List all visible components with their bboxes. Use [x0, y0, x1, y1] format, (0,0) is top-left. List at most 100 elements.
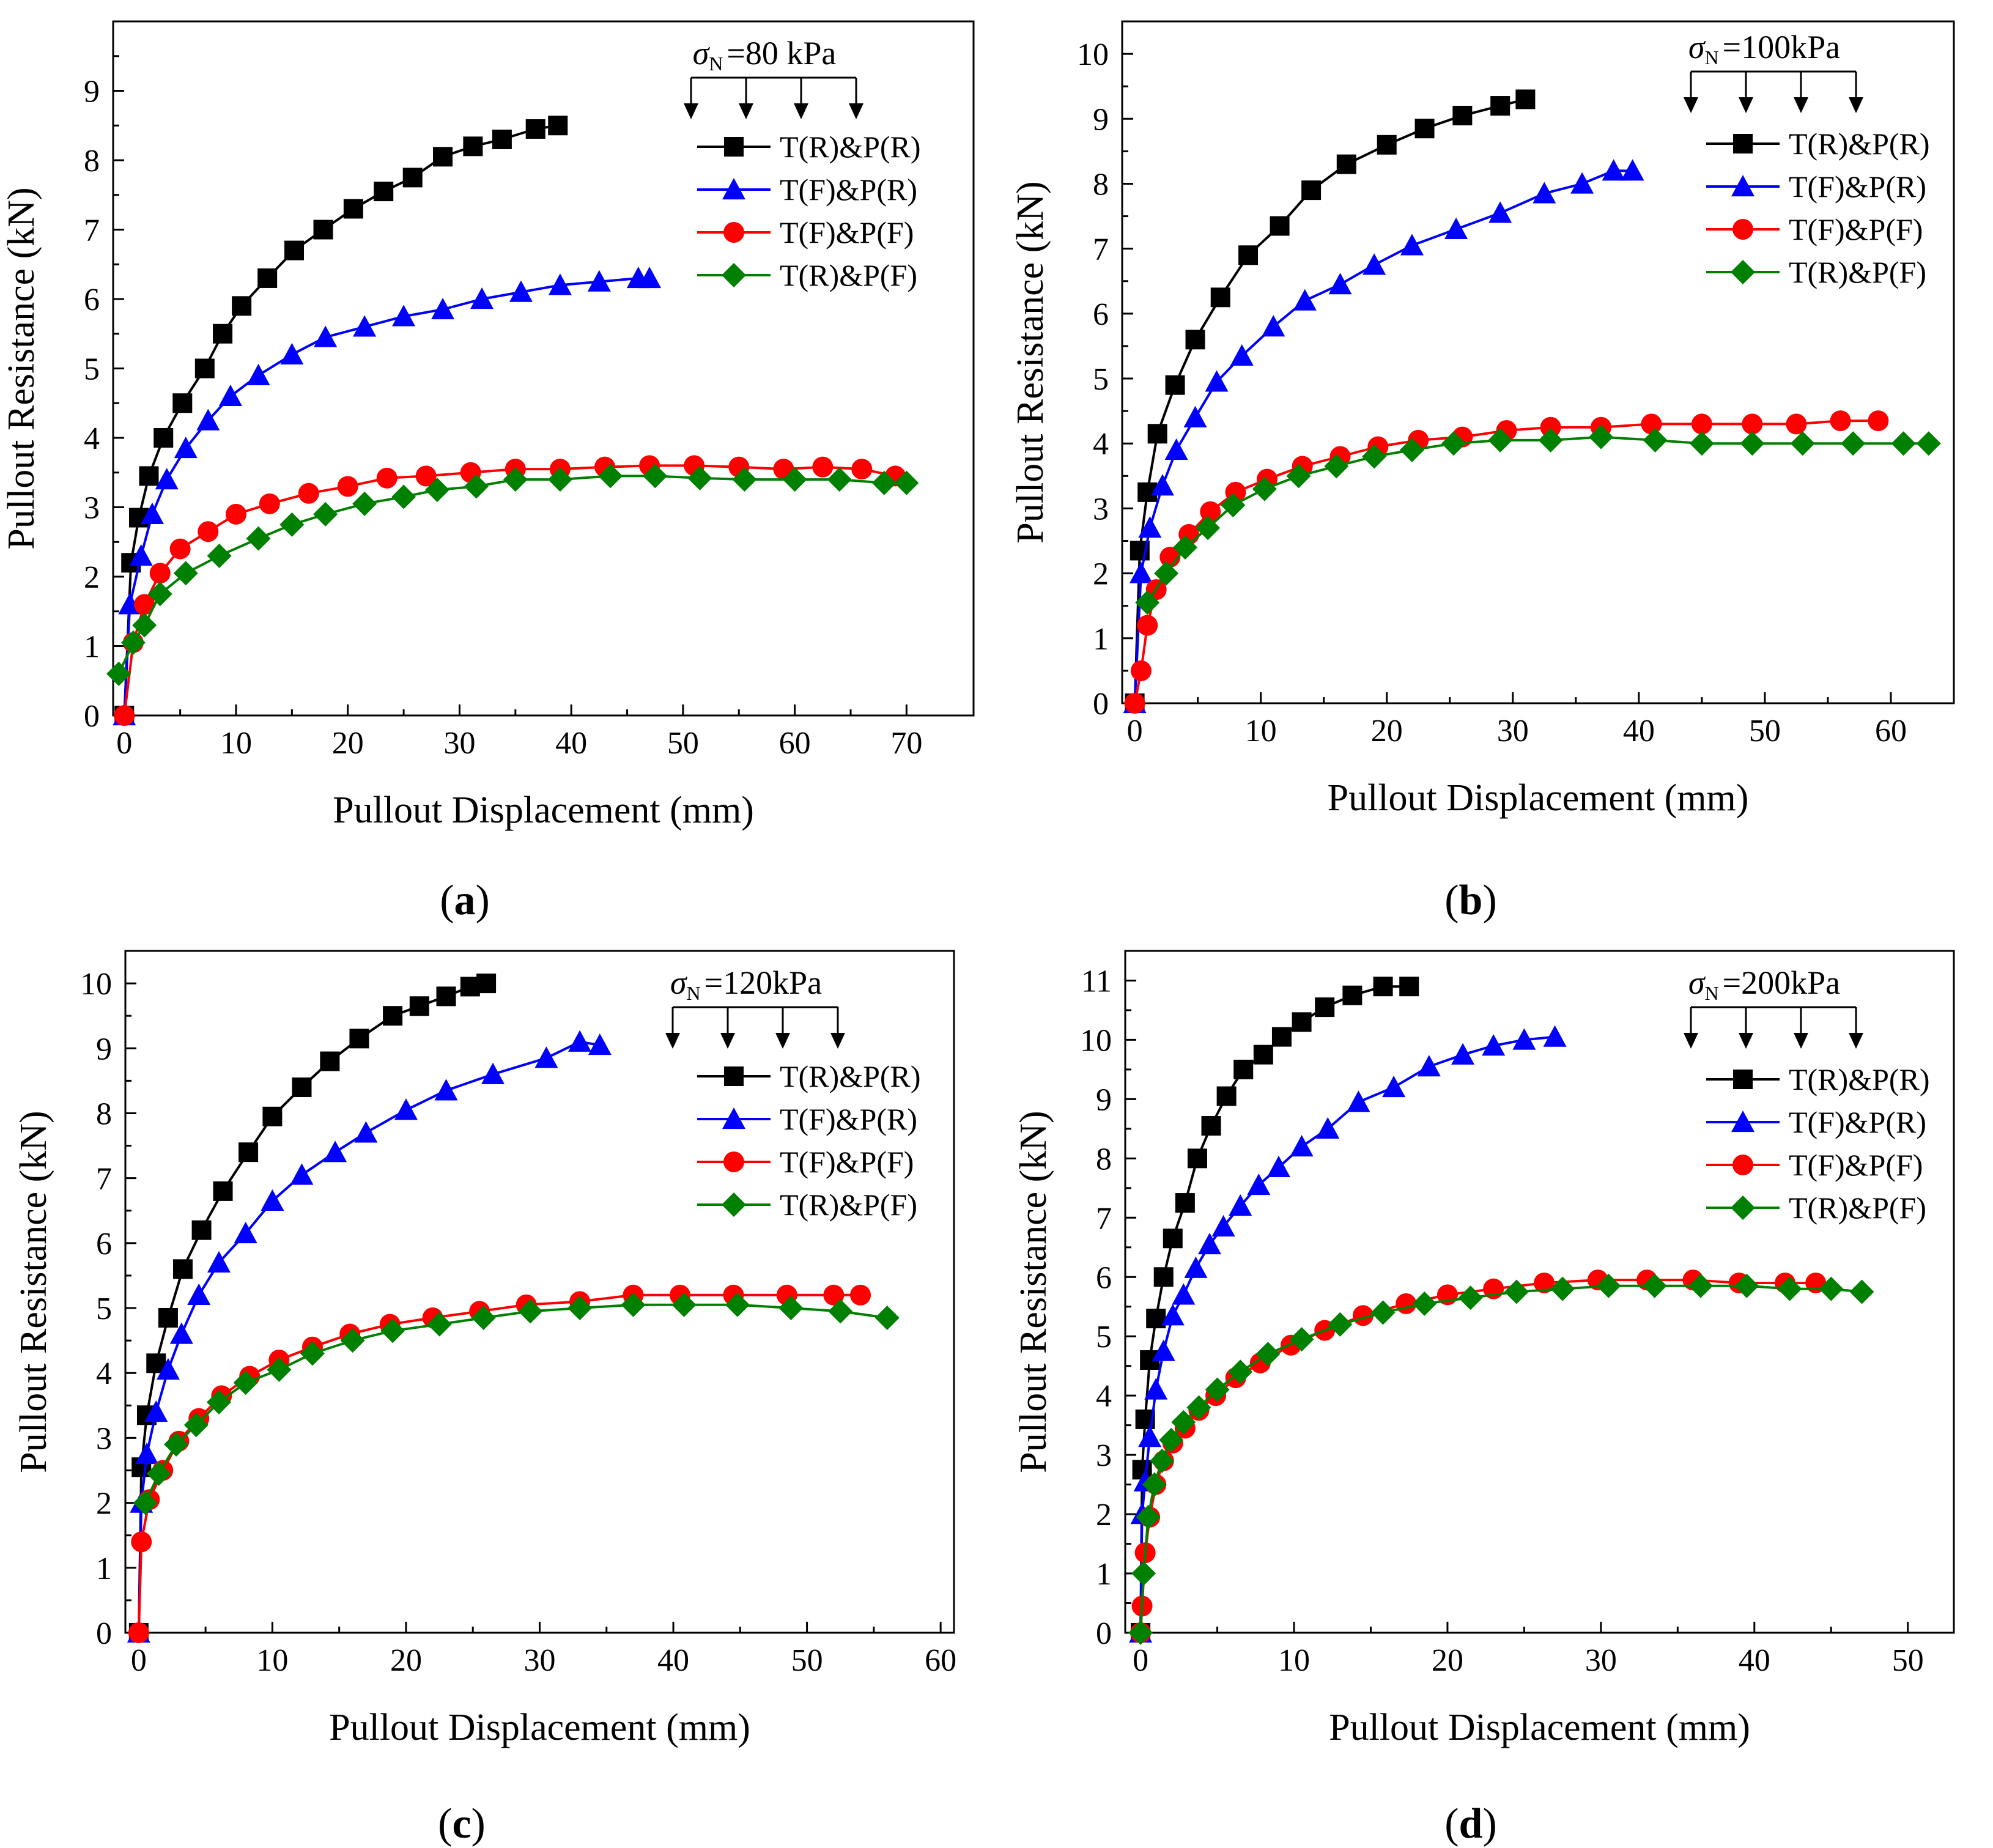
x-tick-label: 40 — [1623, 714, 1655, 748]
load-arrow-head — [1849, 1033, 1863, 1049]
data-point — [1363, 253, 1386, 275]
data-point — [1543, 1025, 1567, 1047]
data-point — [226, 503, 246, 525]
x-tick-label: 30 — [524, 1643, 556, 1678]
x-tick-label: 20 — [1371, 714, 1403, 748]
data-point — [391, 484, 416, 509]
y-tick-label: 8 — [1093, 167, 1109, 202]
data-point — [470, 287, 494, 309]
legend-label: T(F)&P(F) — [780, 215, 914, 249]
normal-stress-annotation: σN =80 kPa — [684, 35, 863, 119]
data-point — [213, 1181, 233, 1201]
data-point — [1289, 1327, 1314, 1352]
data-point — [172, 393, 193, 413]
data-point — [568, 1296, 593, 1321]
data-point — [1515, 89, 1536, 109]
data-point — [823, 1284, 845, 1306]
data-point — [1138, 1425, 1162, 1447]
data-point — [169, 538, 191, 560]
data-point — [433, 147, 453, 167]
y-tick-label: 10 — [1077, 37, 1109, 72]
data-point — [1252, 476, 1277, 501]
data-point — [402, 168, 423, 188]
data-point — [1336, 154, 1356, 174]
data-point — [1841, 431, 1866, 456]
data-point — [1441, 431, 1466, 456]
data-point — [144, 1400, 168, 1422]
data-point — [1488, 427, 1513, 453]
data-point — [106, 661, 131, 686]
x-axis-title: Pullout Displacement (mm) — [1328, 777, 1749, 819]
chart-panel-b: 0 10 20 30 40 50 60 0 1 2 3 4 5 6 7 8 9 10 Pullout Displac… — [1010, 20, 1955, 924]
data-point — [1137, 615, 1158, 636]
data-point — [463, 136, 483, 157]
data-point — [548, 116, 568, 136]
legend-marker — [1731, 1111, 1755, 1133]
data-point — [1229, 1194, 1252, 1216]
data-point — [1230, 344, 1254, 366]
data-point — [374, 182, 394, 202]
data-point — [1382, 1076, 1406, 1098]
y-tick-label: 9 — [96, 1032, 112, 1066]
normal-stress-annotation: σN =120kPa — [665, 964, 845, 1049]
legend-marker — [1731, 260, 1755, 284]
x-tick-label: 60 — [925, 1643, 956, 1678]
data-point — [547, 467, 572, 492]
series-line — [1133, 419, 1879, 704]
data-point — [894, 470, 919, 495]
series-line — [1139, 1284, 1862, 1633]
x-tick-label: 40 — [1739, 1643, 1770, 1678]
y-tick-label: 4 — [1093, 427, 1109, 462]
data-point — [284, 240, 305, 261]
data-point — [1534, 1272, 1555, 1293]
legend-marker — [724, 1066, 744, 1086]
normal-stress-annotation: σN =200kPa — [1684, 964, 1863, 1049]
data-point — [871, 470, 897, 495]
y-tick-label: 10 — [80, 967, 112, 1002]
series-1 — [114, 116, 568, 725]
data-point — [1482, 1034, 1506, 1056]
data-point — [172, 1259, 193, 1279]
x-tick-label: 0 — [1133, 1643, 1148, 1678]
load-arrow-head — [1849, 97, 1863, 113]
data-point — [1830, 410, 1851, 432]
data-point — [827, 467, 852, 492]
data-point — [259, 493, 280, 514]
chart-panel-c: 0 10 20 30 40 50 60 0 1 2 3 4 5 6 7 8 9 10 Pullout Displac… — [13, 950, 956, 1847]
data-point — [621, 1292, 646, 1317]
x-tick-label: 30 — [1585, 1643, 1617, 1678]
y-tick-label: 5 — [1096, 1320, 1112, 1355]
data-point — [394, 1098, 418, 1120]
y-tick-label: 9 — [84, 75, 100, 109]
y-tick-label: 3 — [1096, 1438, 1112, 1473]
data-point — [135, 1442, 158, 1465]
x-tick-label: 0 — [131, 1643, 147, 1678]
data-point — [246, 363, 270, 385]
data-point — [1452, 105, 1473, 125]
y-tick-label: 9 — [1096, 1082, 1112, 1117]
series-line — [144, 1303, 887, 1504]
data-point — [481, 1062, 505, 1084]
data-point — [1159, 1427, 1184, 1452]
data-point — [1316, 1117, 1340, 1139]
y-tick-label: 6 — [1096, 1260, 1112, 1295]
data-point — [1362, 444, 1387, 469]
y-tick-label: 4 — [84, 421, 100, 456]
data-point — [134, 594, 155, 615]
data-point — [1186, 1395, 1211, 1420]
series-3 — [1124, 410, 1889, 714]
data-point — [196, 408, 220, 431]
y-tick-label: 7 — [96, 1162, 112, 1197]
series-2 — [1129, 1025, 1567, 1643]
legend-label: T(R)&P(R) — [1789, 127, 1930, 161]
data-point — [1596, 1273, 1621, 1298]
data-point — [207, 1251, 231, 1273]
legend: T(R)&P(R) T(F)&P(R) T(F)&P(F) T(R)&P(F) — [1706, 127, 1930, 289]
data-point — [1538, 427, 1563, 453]
data-point — [1400, 234, 1424, 256]
data-point — [340, 1328, 365, 1353]
data-point — [213, 323, 233, 344]
data-point — [1642, 1273, 1667, 1298]
y-tick-label: 6 — [96, 1227, 112, 1262]
